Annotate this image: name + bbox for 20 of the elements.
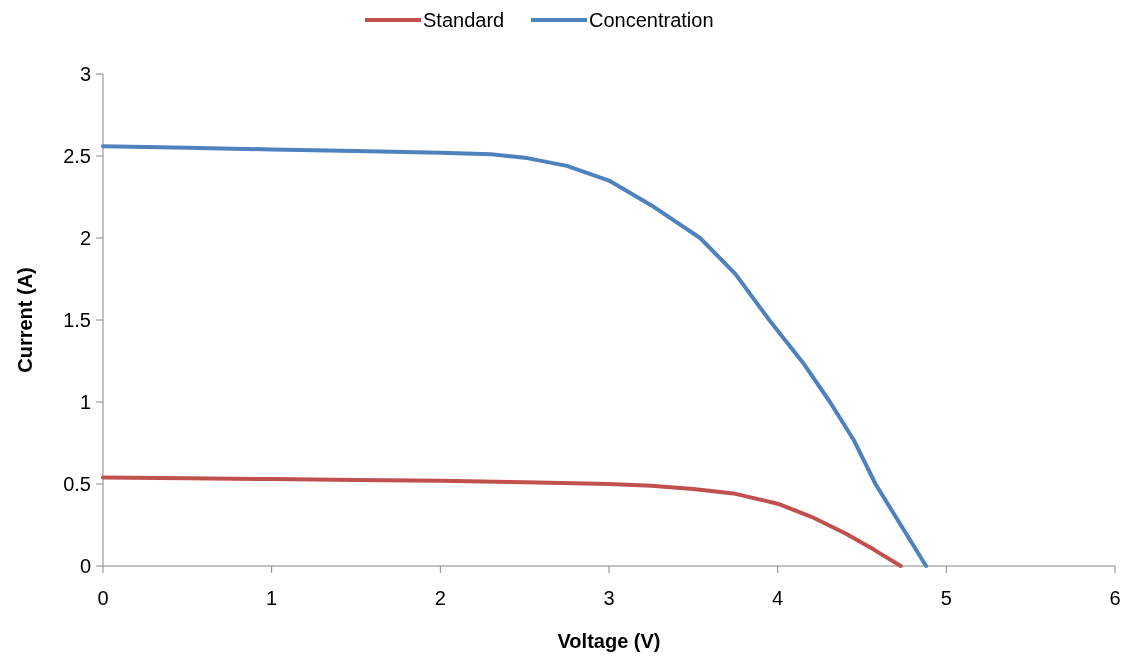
x-tick-label: 1 <box>266 587 278 609</box>
x-tick-label: 4 <box>772 587 784 609</box>
legend-label: Standard <box>423 9 505 31</box>
y-axis-title: Current (A) <box>14 267 36 373</box>
y-tick-label: 2 <box>79 227 91 249</box>
y-tick-label: 0.5 <box>63 473 91 495</box>
x-tick-label: 6 <box>1109 587 1121 609</box>
y-tick-label: 3 <box>79 63 91 85</box>
line-series <box>101 144 929 568</box>
x-tick-label: 3 <box>603 587 615 609</box>
x-tick-label: 0 <box>97 587 109 609</box>
y-tick-label: 1.5 <box>63 309 91 331</box>
y-tick-label: 0 <box>79 555 91 577</box>
x-axis-title: Voltage (V) <box>557 630 661 652</box>
legend-label: Concentration <box>589 9 714 31</box>
x-tick-label: 2 <box>434 587 446 609</box>
y-tick-label: 1 <box>79 391 91 413</box>
y-tick-label: 2.5 <box>63 145 91 167</box>
line-series <box>101 475 903 568</box>
x-tick-label: 5 <box>940 587 952 609</box>
